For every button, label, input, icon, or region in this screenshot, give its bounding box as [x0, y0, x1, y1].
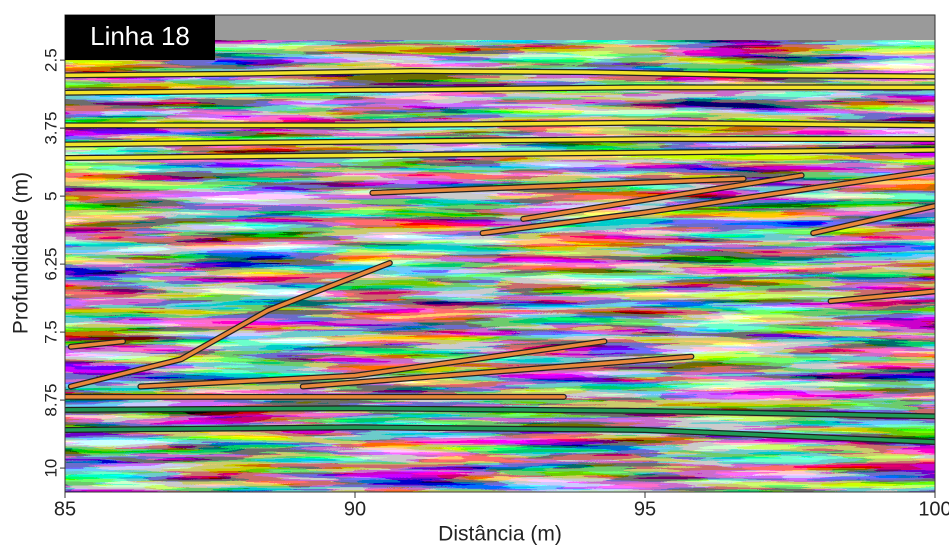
horizon-line — [301, 354, 694, 389]
horizon-line — [521, 173, 804, 221]
y-tick-label: 7.5 — [41, 320, 60, 344]
horizon-line — [370, 176, 746, 195]
y-tick-label: 5 — [41, 191, 60, 200]
y-tick-label: 6.25 — [41, 248, 60, 281]
plot-frame — [64, 14, 936, 493]
horizon-line — [811, 204, 935, 235]
chart-title: Linha 18 — [90, 21, 190, 51]
horizon-line — [65, 69, 935, 79]
horizon-line — [65, 148, 935, 160]
horizon-line — [65, 120, 935, 128]
x-tick-label: 100 — [918, 498, 949, 520]
y-tick-label: 8.75 — [41, 384, 60, 417]
x-axis-label: Distância (m) — [438, 523, 562, 546]
horizon-line — [138, 339, 607, 389]
title-box — [65, 15, 215, 60]
x-tick-label: 90 — [344, 498, 366, 520]
plot-area — [65, 15, 935, 492]
y-tick-label: 10 — [41, 459, 60, 478]
x-tick-label: 95 — [634, 498, 656, 520]
horizon-line — [480, 168, 935, 235]
horizon-line — [69, 261, 392, 389]
y-tick-label: 3.75 — [41, 112, 60, 145]
horizon-line — [65, 425, 935, 444]
y-tick-label: 2.5 — [41, 48, 60, 72]
horizon-line — [65, 137, 935, 147]
horizon-line — [828, 289, 935, 303]
horizon-line — [69, 339, 125, 349]
horizon-line — [65, 406, 935, 419]
air-band — [215, 15, 935, 40]
y-axis-label: Profundidade (m) — [10, 172, 33, 334]
horizon-line — [65, 85, 935, 95]
x-tick-label: 85 — [54, 498, 76, 520]
